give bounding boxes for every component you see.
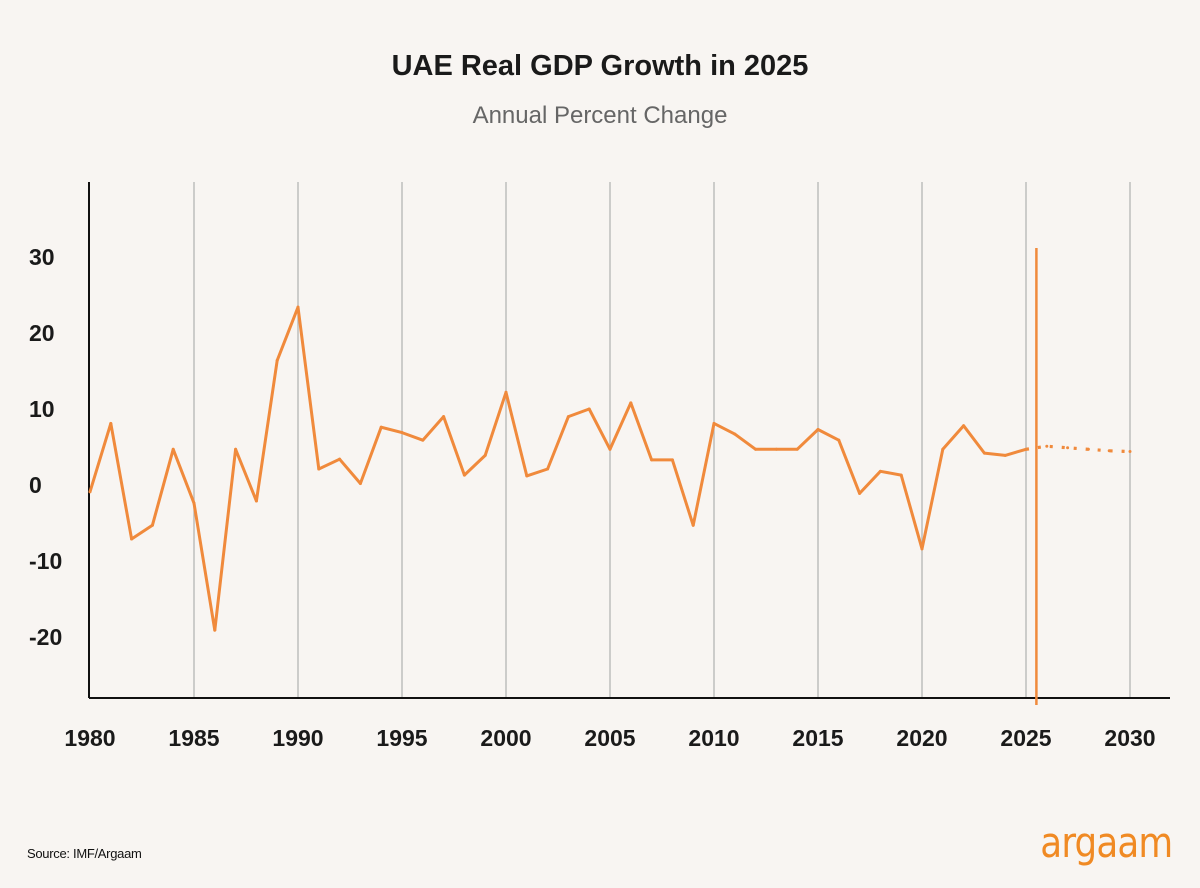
x-tick-label: 1985 [168, 725, 219, 751]
data-point [774, 447, 778, 451]
data-point [1128, 450, 1132, 454]
x-tick-label: 1990 [272, 725, 323, 751]
data-point [234, 447, 238, 451]
x-tick-label: 2010 [688, 725, 739, 751]
data-point [546, 467, 550, 471]
data-point [670, 458, 674, 462]
y-tick-label: -20 [29, 624, 62, 650]
x-tick-label: 2020 [896, 725, 947, 751]
data-point [629, 401, 633, 405]
y-tick-label: 30 [29, 244, 55, 270]
data-point [1107, 449, 1111, 453]
data-point [400, 431, 404, 435]
x-tick-label: 1980 [64, 725, 115, 751]
data-point [442, 415, 446, 419]
data-point [795, 447, 799, 451]
data-point [858, 491, 862, 495]
data-point [920, 547, 924, 551]
y-tick-label: -10 [29, 548, 62, 574]
data-point [421, 438, 425, 442]
data-point [878, 469, 882, 473]
data-point [1045, 444, 1049, 448]
data-point [899, 473, 903, 477]
data-point [733, 432, 737, 436]
x-tick-label: 2005 [584, 725, 635, 751]
data-point [1003, 453, 1007, 457]
data-point [88, 490, 92, 494]
data-point [566, 415, 570, 419]
argaam-logo: argaam [1039, 818, 1173, 867]
data-point [837, 438, 841, 442]
data-point [109, 421, 113, 425]
data-point [192, 501, 196, 505]
data-point [754, 447, 758, 451]
x-tick-label: 2030 [1104, 725, 1155, 751]
y-tick-label: 10 [29, 396, 55, 422]
data-point [650, 458, 654, 462]
gdp-growth-line [88, 305, 1027, 632]
source-note: Source: IMF/Argaam [27, 846, 142, 861]
data-point [338, 457, 342, 461]
data-point [525, 474, 529, 478]
data-point [379, 425, 383, 429]
data-point [712, 421, 716, 425]
data-point [150, 523, 154, 527]
data-point [317, 467, 321, 471]
data-point [504, 390, 508, 394]
data-point [982, 451, 986, 455]
data-point [462, 473, 466, 477]
y-tick-label: 0 [29, 472, 42, 498]
data-point [483, 453, 487, 457]
data-point [587, 407, 591, 411]
x-tick-label: 2000 [480, 725, 531, 751]
data-point [358, 481, 362, 485]
forecast-line [1025, 444, 1131, 454]
data-point [275, 358, 279, 362]
data-point [816, 428, 820, 432]
data-point [296, 305, 300, 309]
data-point [171, 447, 175, 451]
data-point [608, 447, 612, 451]
data-point [213, 628, 217, 632]
x-tick-label: 2025 [1000, 725, 1051, 751]
y-tick-label: 20 [29, 320, 55, 346]
data-point [130, 537, 134, 541]
data-point [1066, 446, 1070, 450]
data-point [1086, 447, 1090, 451]
data-point [254, 499, 258, 503]
data-point [691, 523, 695, 527]
data-point [962, 424, 966, 428]
data-point [941, 447, 945, 451]
chart-title: UAE Real GDP Growth in 2025 [391, 50, 809, 82]
chart-subtitle: Annual Percent Change [472, 102, 728, 129]
x-tick-label: 2015 [792, 725, 843, 751]
x-tick-label: 1995 [376, 725, 427, 751]
